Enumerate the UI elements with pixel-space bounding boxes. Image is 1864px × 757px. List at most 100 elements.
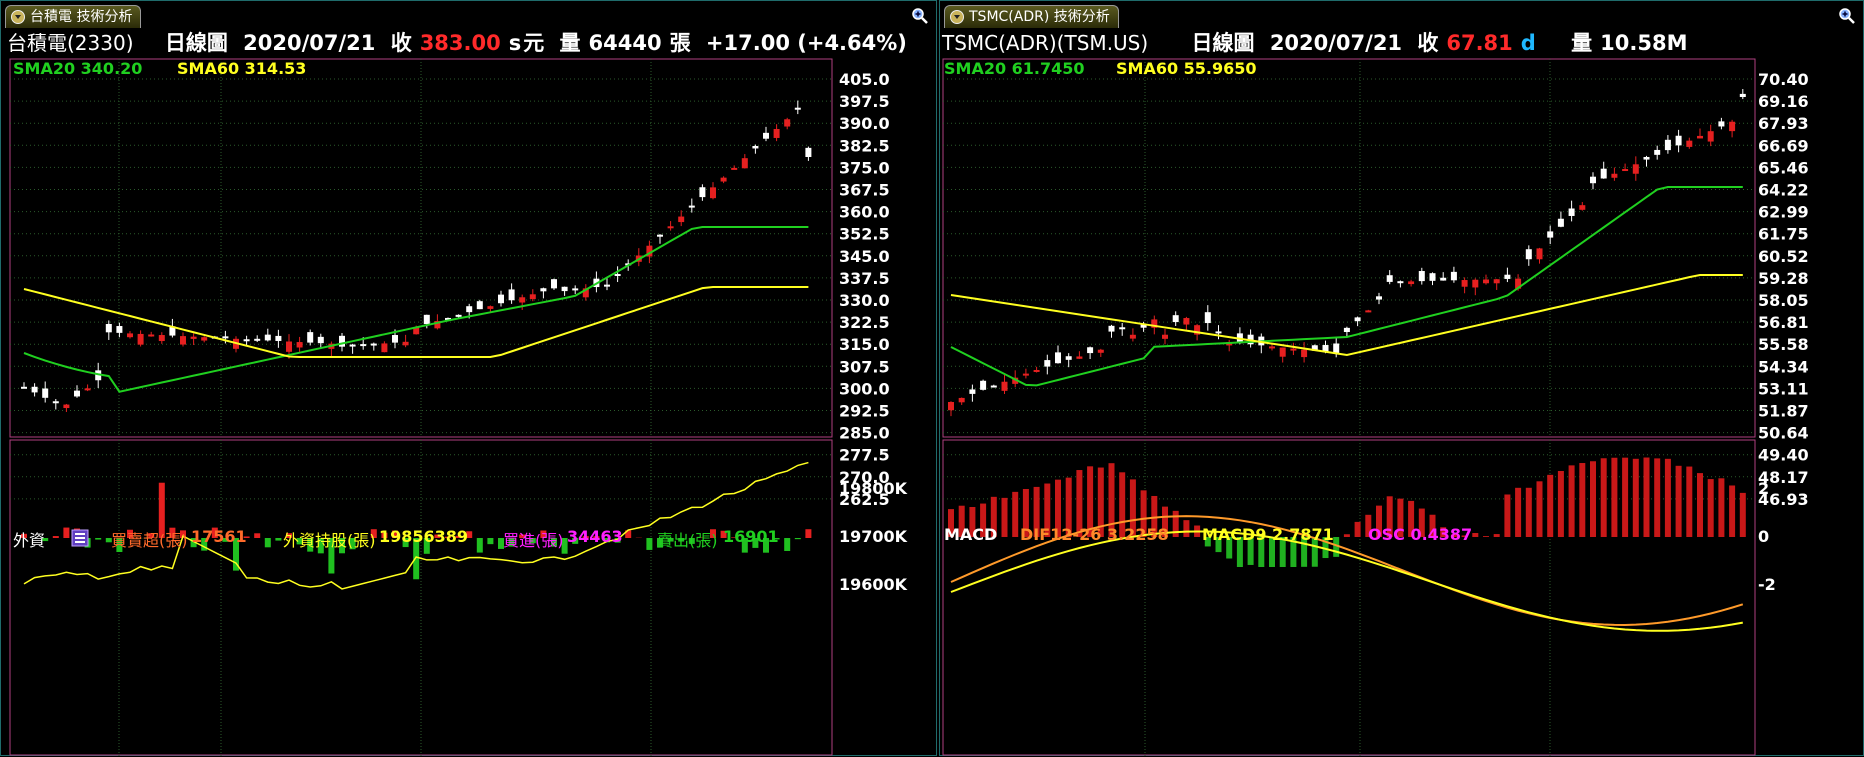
right-chart-canvas[interactable]: 70.4069.1667.9366.6965.4664.2262.9961.75… (940, 57, 1864, 757)
price-frame (943, 59, 1755, 437)
osc-bar (1708, 479, 1714, 537)
candle-body (1601, 169, 1607, 179)
candle-body (657, 235, 663, 237)
candle-body (1130, 335, 1136, 339)
date: 2020/07/21 (1270, 31, 1402, 55)
candle-body (1419, 271, 1425, 281)
candle-body (1034, 370, 1040, 372)
candle-body (774, 129, 780, 138)
sma20-label: SMA20 61.7450 (944, 59, 1085, 78)
osc-bar (1622, 458, 1628, 537)
candle-body (1462, 280, 1468, 287)
foreign-bar (63, 528, 69, 538)
left-chart-canvas[interactable]: 405.0397.5390.0382.5375.0367.5360.0352.5… (1, 57, 938, 757)
candle-body (297, 342, 303, 347)
candle-body (1408, 281, 1414, 284)
price-tick-label: 61.75 (1758, 225, 1809, 244)
osc-bar (1654, 458, 1660, 537)
candle-body (1569, 208, 1575, 215)
candle-body (275, 336, 281, 341)
sub-tick-label: -2 (1758, 575, 1776, 594)
candle-body (551, 279, 557, 288)
candle-body (1665, 140, 1671, 150)
candle-body (85, 388, 91, 390)
candle-body (1387, 275, 1393, 282)
sma60-label: SMA60 314.53 (177, 59, 306, 78)
candle-body (1098, 350, 1104, 353)
osc-bar (1183, 520, 1189, 537)
price-tick-label: 292.5 (839, 402, 890, 421)
foreign-bar (254, 533, 260, 538)
candle-body (959, 398, 965, 402)
candle-body (948, 402, 954, 410)
candle-body (969, 389, 975, 393)
sma60-line (951, 275, 1743, 355)
osc-bar (1729, 485, 1735, 537)
candle-body (1119, 327, 1125, 329)
zoom-icon[interactable] (1838, 7, 1856, 25)
close-label: 收 (391, 31, 412, 55)
candle-body (74, 391, 80, 397)
candle-body (487, 306, 493, 309)
buy-label: 買進(張) (503, 527, 564, 551)
tab-menu-icon[interactable] (950, 10, 964, 24)
osc-bar (1526, 488, 1532, 537)
price-tick-label: 405.0 (839, 70, 890, 89)
osc-bar (1718, 478, 1724, 537)
osc-bar (1355, 522, 1361, 537)
foreign-bar (275, 538, 281, 541)
candle-body (1633, 164, 1639, 173)
candle-body (1611, 174, 1617, 178)
candle-body (1397, 281, 1403, 283)
osc-bar (1579, 463, 1585, 537)
left-tab[interactable]: 台積電 技術分析 (5, 5, 141, 28)
osc-bar (1012, 492, 1018, 537)
list-icon[interactable] (71, 529, 89, 547)
candle-body (63, 405, 69, 408)
sub-tick-label: 19800K (839, 479, 908, 498)
price-tick-label: 56.81 (1758, 313, 1809, 332)
candle-body (477, 301, 483, 309)
candle-body (1055, 352, 1061, 363)
foreign-bar (795, 538, 801, 539)
zoom-icon[interactable] (911, 7, 929, 25)
right-tab[interactable]: TSMC(ADR) 技術分析 (944, 5, 1119, 28)
candle-body (191, 337, 197, 339)
foreign-bar (53, 536, 59, 538)
price-tick-label: 55.58 (1758, 335, 1809, 354)
candle-body (286, 342, 292, 352)
osc-bar (1472, 533, 1478, 537)
candle-body (1044, 360, 1050, 367)
macd-title: MACD (944, 525, 997, 544)
osc-bar (1483, 536, 1489, 537)
candle-body (668, 226, 674, 228)
stock-name: 台積電(2330) (7, 31, 134, 55)
price-tick-label: 50.64 (1758, 424, 1809, 443)
price-tick-label: 58.05 (1758, 291, 1809, 310)
candle-body (42, 389, 48, 398)
candle-body (530, 294, 536, 299)
candle-body (731, 168, 737, 170)
price-tick-label: 352.5 (839, 225, 890, 244)
candle-body (456, 315, 462, 317)
candle-body (339, 336, 345, 347)
price-tick-label: 62.99 (1758, 203, 1809, 222)
candle-body (1066, 356, 1072, 360)
foreign-bar (95, 538, 101, 540)
foreign-bar (477, 538, 483, 553)
price-tick-label: 397.5 (839, 92, 890, 111)
candle-body (752, 146, 758, 148)
candle-body (424, 315, 430, 324)
candle-body (1109, 326, 1115, 332)
candle-body (980, 381, 986, 390)
tab-menu-icon[interactable] (11, 10, 25, 24)
candle-body (1740, 94, 1746, 97)
candle-body (689, 206, 695, 208)
candle-body (180, 336, 186, 344)
dif-label: DIF12-26 3.2258 (1020, 525, 1169, 544)
candle-body (1023, 374, 1029, 376)
candle-body (148, 334, 154, 336)
candle-body (201, 337, 207, 340)
close-price: 383.00 (420, 31, 501, 55)
